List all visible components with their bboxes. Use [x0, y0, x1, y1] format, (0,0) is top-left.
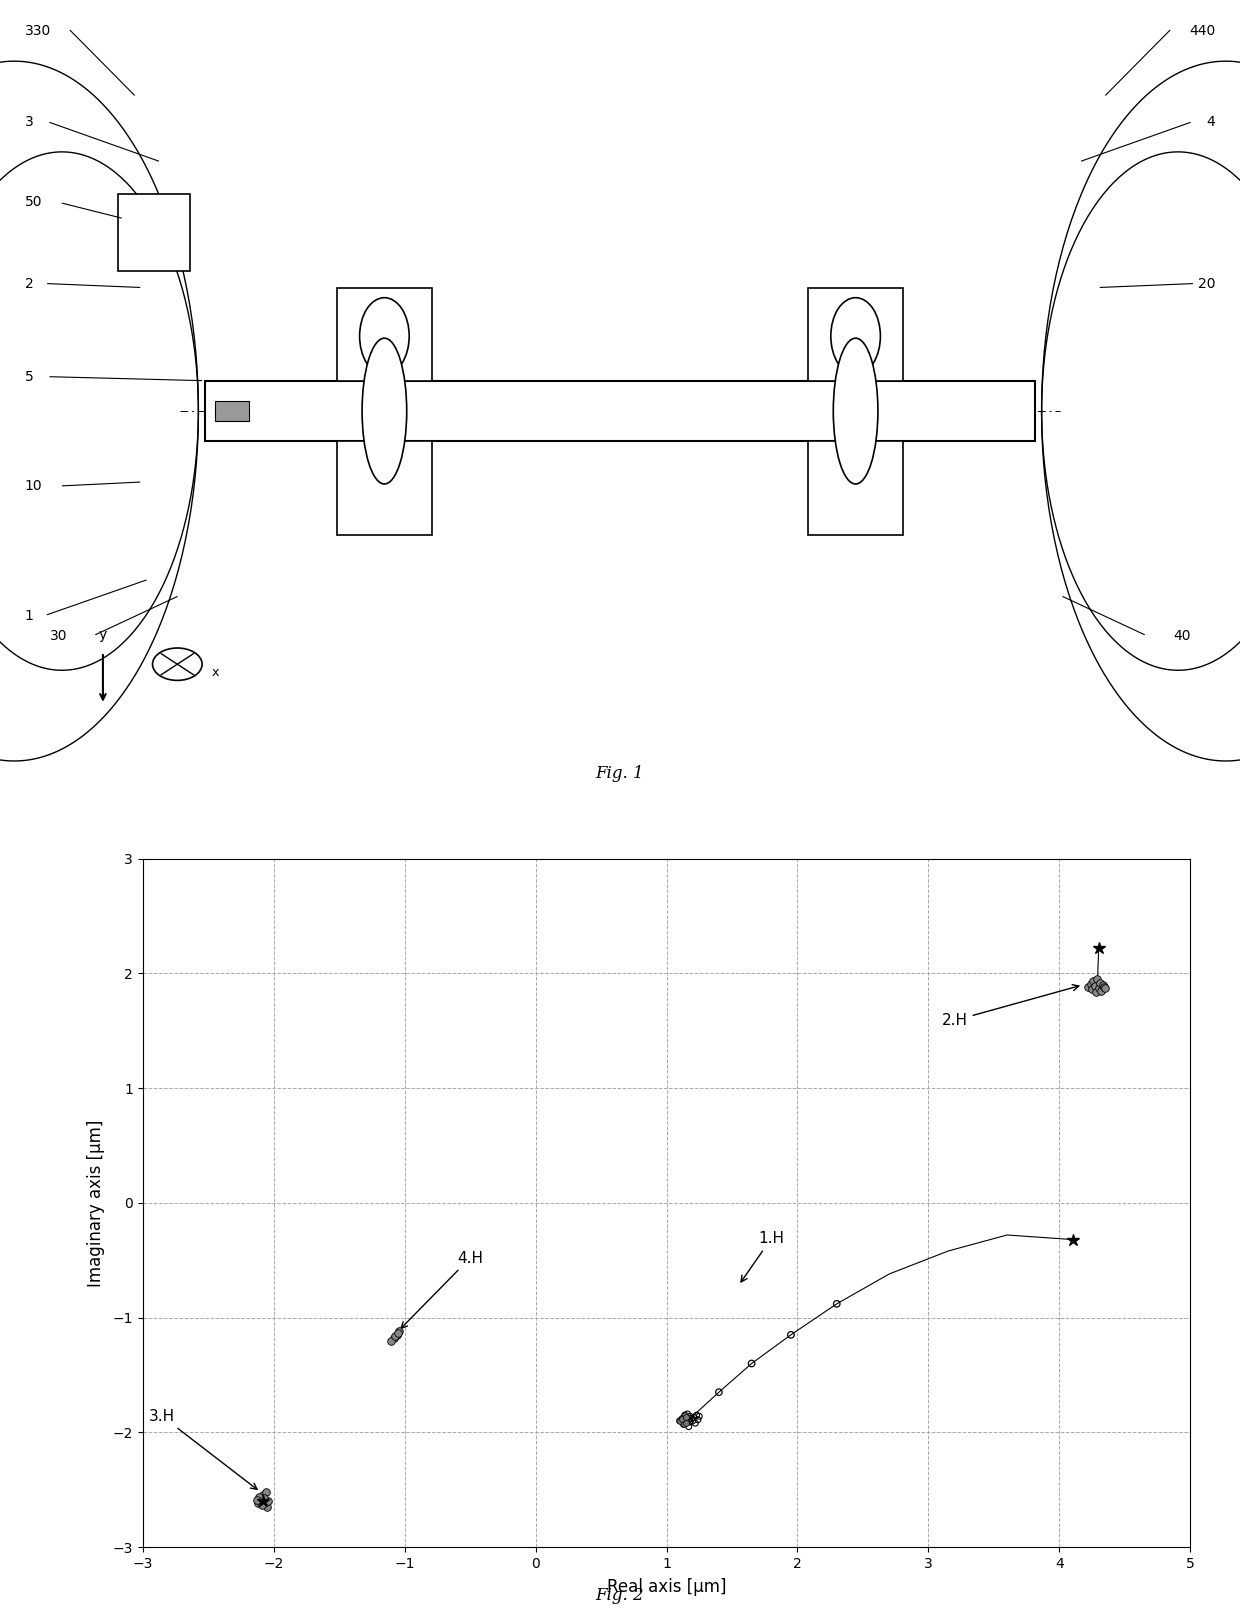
Point: [686, 1409, 706, 1437]
Point: [250, 1486, 270, 1511]
Ellipse shape: [360, 298, 409, 374]
Text: 10: 10: [25, 480, 42, 492]
Text: Fig. 2: Fig. 2: [595, 1588, 645, 1604]
Point: [387, 1322, 407, 1348]
Point: [1094, 974, 1114, 1000]
Point: [386, 1324, 405, 1349]
Point: [687, 1403, 707, 1429]
Point: [1081, 970, 1101, 996]
Text: 5: 5: [25, 369, 33, 384]
Point: [684, 1405, 704, 1430]
Point: [249, 1484, 269, 1510]
Point: [1095, 975, 1115, 1001]
Point: [781, 1322, 801, 1348]
Text: 3.H: 3.H: [149, 1409, 257, 1489]
Ellipse shape: [831, 298, 880, 374]
Text: x: x: [212, 666, 219, 679]
Point: [676, 1409, 696, 1437]
Point: [252, 1492, 272, 1518]
Bar: [808, 288, 903, 381]
Text: 1: 1: [25, 609, 33, 622]
Point: [675, 1403, 694, 1429]
Point: [689, 1403, 709, 1429]
Point: [681, 1409, 701, 1435]
Point: [1090, 969, 1110, 995]
Point: [676, 1405, 696, 1430]
Point: [709, 1379, 729, 1405]
Point: [1091, 977, 1111, 1003]
Text: 50: 50: [25, 196, 42, 209]
Text: 4.H: 4.H: [401, 1251, 484, 1328]
Point: [384, 1325, 404, 1351]
Text: 2: 2: [25, 277, 33, 290]
Point: [682, 1406, 702, 1432]
Point: [257, 1494, 277, 1520]
Point: [827, 1291, 847, 1317]
Point: [1079, 974, 1099, 1000]
Point: [673, 1411, 693, 1437]
Point: [688, 1406, 708, 1432]
Point: [681, 1403, 701, 1429]
Y-axis label: Imaginary axis [μm]: Imaginary axis [μm]: [88, 1119, 105, 1286]
Point: [1084, 969, 1104, 995]
Point: [254, 1486, 274, 1511]
Point: [677, 1401, 697, 1427]
Point: [1086, 978, 1106, 1004]
Text: y: y: [99, 629, 107, 642]
Point: [1087, 966, 1107, 991]
Text: 3: 3: [25, 115, 33, 128]
Point: [670, 1408, 689, 1434]
Text: 1.H: 1.H: [742, 1231, 784, 1281]
X-axis label: Real axis [μm]: Real axis [μm]: [606, 1578, 727, 1596]
Point: [672, 1406, 692, 1432]
Point: [742, 1351, 761, 1377]
Text: 2.H: 2.H: [941, 985, 1079, 1029]
Point: [1092, 972, 1112, 998]
Point: [253, 1482, 273, 1508]
Point: [673, 1411, 693, 1437]
Point: [1089, 975, 1109, 1001]
Point: [1085, 974, 1105, 1000]
Point: [248, 1490, 268, 1516]
Text: 20: 20: [1198, 277, 1215, 290]
Text: 30: 30: [50, 629, 67, 643]
Ellipse shape: [362, 339, 407, 484]
Text: 330: 330: [25, 24, 51, 39]
Point: [1083, 977, 1102, 1003]
Point: [675, 1403, 694, 1429]
Point: [676, 1409, 696, 1437]
Bar: [337, 441, 432, 535]
Bar: [808, 441, 903, 535]
Text: Fig. 1: Fig. 1: [595, 765, 645, 782]
Point: [258, 1489, 278, 1515]
Point: [676, 1405, 696, 1430]
Bar: [118, 194, 190, 271]
Point: [388, 1320, 408, 1346]
Bar: [337, 288, 432, 381]
Bar: [215, 402, 249, 421]
Point: [670, 1408, 689, 1434]
Text: 4: 4: [1207, 115, 1215, 128]
Point: [247, 1487, 267, 1513]
Point: [672, 1406, 692, 1432]
Point: [678, 1406, 698, 1432]
Point: [255, 1479, 275, 1505]
Point: [678, 1414, 698, 1440]
Text: 440: 440: [1189, 24, 1215, 39]
Point: [683, 1408, 703, 1434]
Bar: [205, 381, 1035, 442]
Point: [389, 1319, 409, 1345]
Ellipse shape: [833, 339, 878, 484]
Text: 40: 40: [1173, 629, 1190, 643]
Point: [382, 1328, 402, 1354]
